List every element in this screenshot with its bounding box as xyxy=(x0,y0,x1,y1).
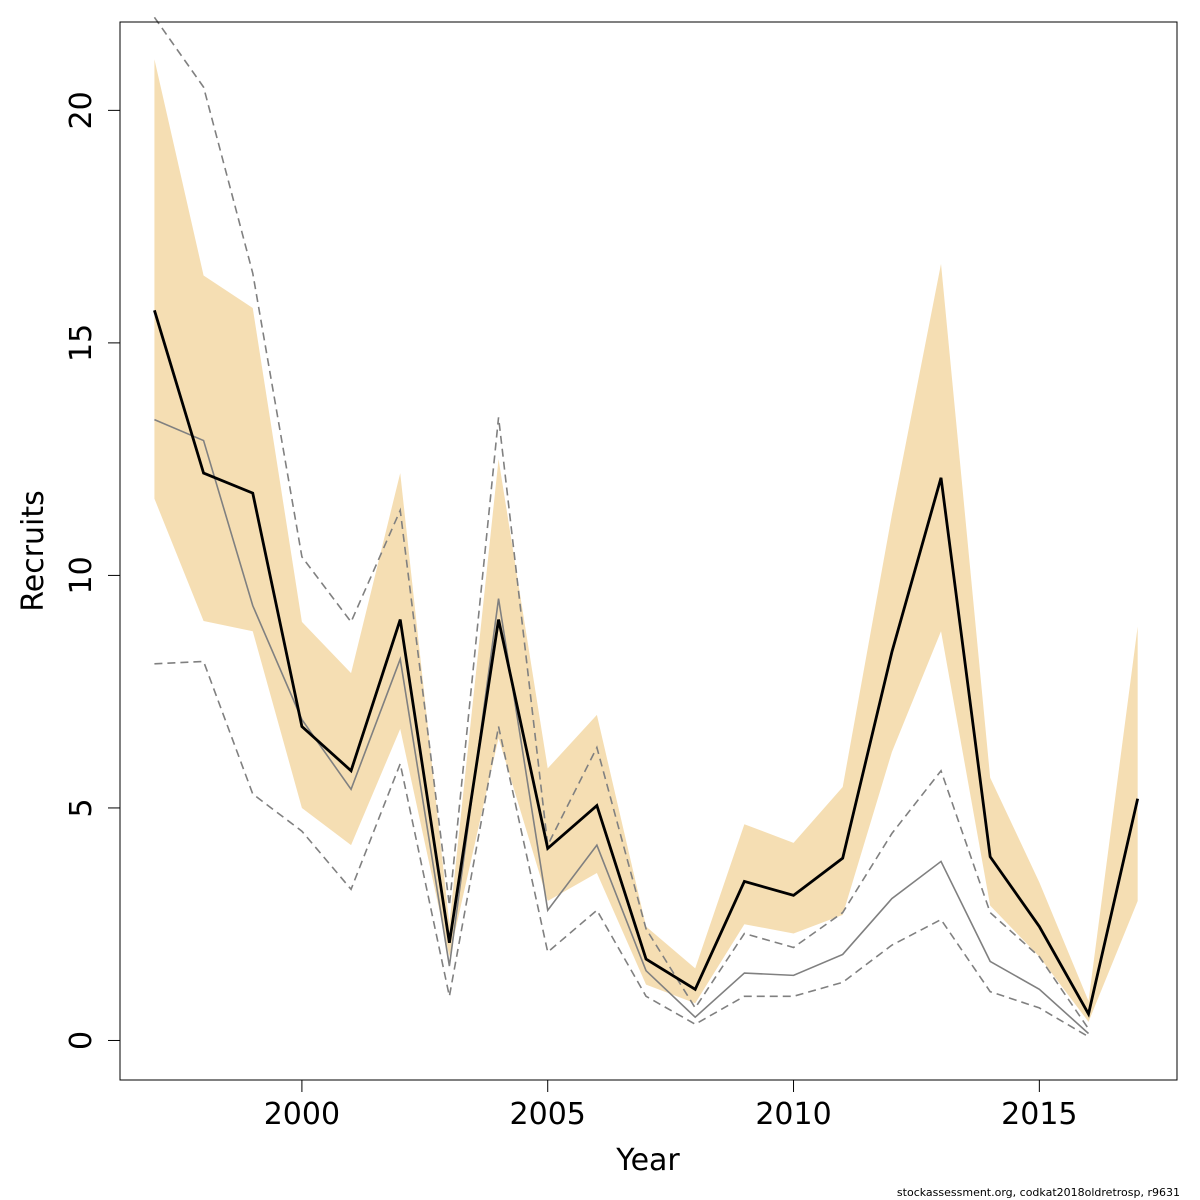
y-tick-label: 20 xyxy=(64,91,99,129)
y-tick-label: 5 xyxy=(64,798,99,817)
x-tick-label: 2010 xyxy=(755,1097,831,1132)
y-tick-label: 10 xyxy=(64,556,99,594)
axes-layer: 2000 2005 2010 2015 0 5 10 15 20 xyxy=(64,91,1078,1132)
footer-credit: stockassessment.org, codkat2018oldretros… xyxy=(897,1186,1180,1199)
retro-estimate-line xyxy=(154,418,1090,1035)
y-tick-label: 15 xyxy=(64,324,99,362)
estimate-line xyxy=(153,309,1140,1018)
x-tick-label: 2015 xyxy=(1001,1097,1077,1132)
y-axis-title: Recruits xyxy=(16,490,51,612)
retro-lower-line xyxy=(154,660,1089,1038)
plot-layer xyxy=(153,16,1140,1038)
x-tick-label: 2000 xyxy=(264,1097,340,1132)
x-tick-label: 2005 xyxy=(510,1097,586,1132)
y-tick-label: 0 xyxy=(64,1031,99,1050)
retro-upper-line xyxy=(153,16,1090,1030)
x-axis-title: Year xyxy=(615,1143,680,1178)
